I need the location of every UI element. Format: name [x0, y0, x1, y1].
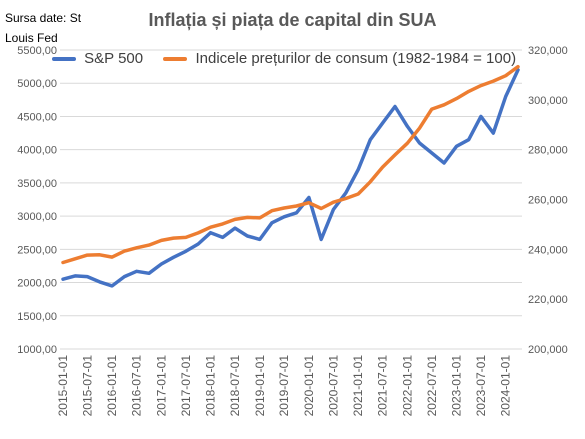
- y-right-tick-label: 240,000: [528, 244, 568, 256]
- y-right-tick-label: 200,000: [528, 344, 568, 356]
- legend-swatch-cpi: [163, 57, 188, 62]
- y-left-tick-label: 4500,00: [17, 111, 57, 123]
- x-tick-label: 2016-07-01: [130, 355, 144, 417]
- x-tick-label: 2021-01-01: [351, 355, 365, 417]
- y-left-tick-label: 2000,00: [17, 278, 57, 290]
- x-tick-label: 2019-01-01: [253, 355, 267, 417]
- y-right-tick-label: 300,000: [528, 95, 568, 107]
- legend-label-cpi: Indicele prețurilor de consum (1982-1984…: [195, 50, 517, 67]
- y-right-tick-label: 320,000: [528, 45, 568, 57]
- x-tick-label: 2023-07-01: [474, 355, 488, 417]
- series-line-cpi: [61, 64, 520, 265]
- legend: S&P 500 Indicele prețurilor de consum (1…: [52, 50, 532, 67]
- x-tick-label: 2018-07-01: [228, 355, 242, 417]
- chart-title: Inflația și piața de capital din SUA: [148, 10, 437, 30]
- x-tick-label: 2016-01-01: [105, 355, 119, 417]
- x-tick-label: 2017-07-01: [179, 355, 193, 417]
- x-tick-label: 2020-01-01: [302, 355, 316, 417]
- y-right-tick-label: 260,000: [528, 195, 568, 207]
- source-note: Sursa date: St Louis Fed: [5, 11, 82, 45]
- y-right-tick-label: 280,000: [528, 145, 568, 157]
- y-left-tick-label: 5500,00: [17, 45, 57, 57]
- x-tick-label: 2018-01-01: [204, 355, 218, 417]
- x-tick-label: 2023-01-01: [450, 355, 464, 417]
- y-left-tick-label: 1000,00: [17, 344, 57, 356]
- y-left-tick-label: 2500,00: [17, 244, 57, 256]
- y-left-tick-label: 3000,00: [17, 211, 57, 223]
- x-tick-label: 2019-07-01: [277, 355, 291, 417]
- y-left-tick-label: 1500,00: [17, 311, 57, 323]
- y-left-tick-label: 5000,00: [17, 78, 57, 90]
- x-tick-label: 2022-07-01: [425, 355, 439, 417]
- legend-item-cpi: Indicele prețurilor de consum (1982-1984…: [163, 50, 516, 67]
- x-tick-label: 2021-07-01: [376, 355, 390, 417]
- legend-item-sp500: S&P 500: [52, 50, 143, 67]
- x-tick-label: 2015-01-01: [56, 355, 70, 417]
- legend-swatch-sp500: [52, 57, 76, 62]
- x-tick-label: 2020-07-01: [326, 355, 340, 417]
- y-right-tick-label: 220,000: [528, 294, 568, 306]
- x-tick-label: 2015-07-01: [80, 355, 94, 417]
- y-left-tick-label: 4000,00: [17, 145, 57, 157]
- legend-label-sp500: S&P 500: [84, 50, 144, 67]
- x-tick-label: 2024-01-01: [499, 355, 513, 417]
- series-line-sp500: [61, 68, 520, 288]
- y-left-tick-label: 3500,00: [17, 178, 57, 190]
- x-tick-label: 2017-01-01: [154, 355, 168, 417]
- x-tick-label: 2022-01-01: [400, 355, 414, 417]
